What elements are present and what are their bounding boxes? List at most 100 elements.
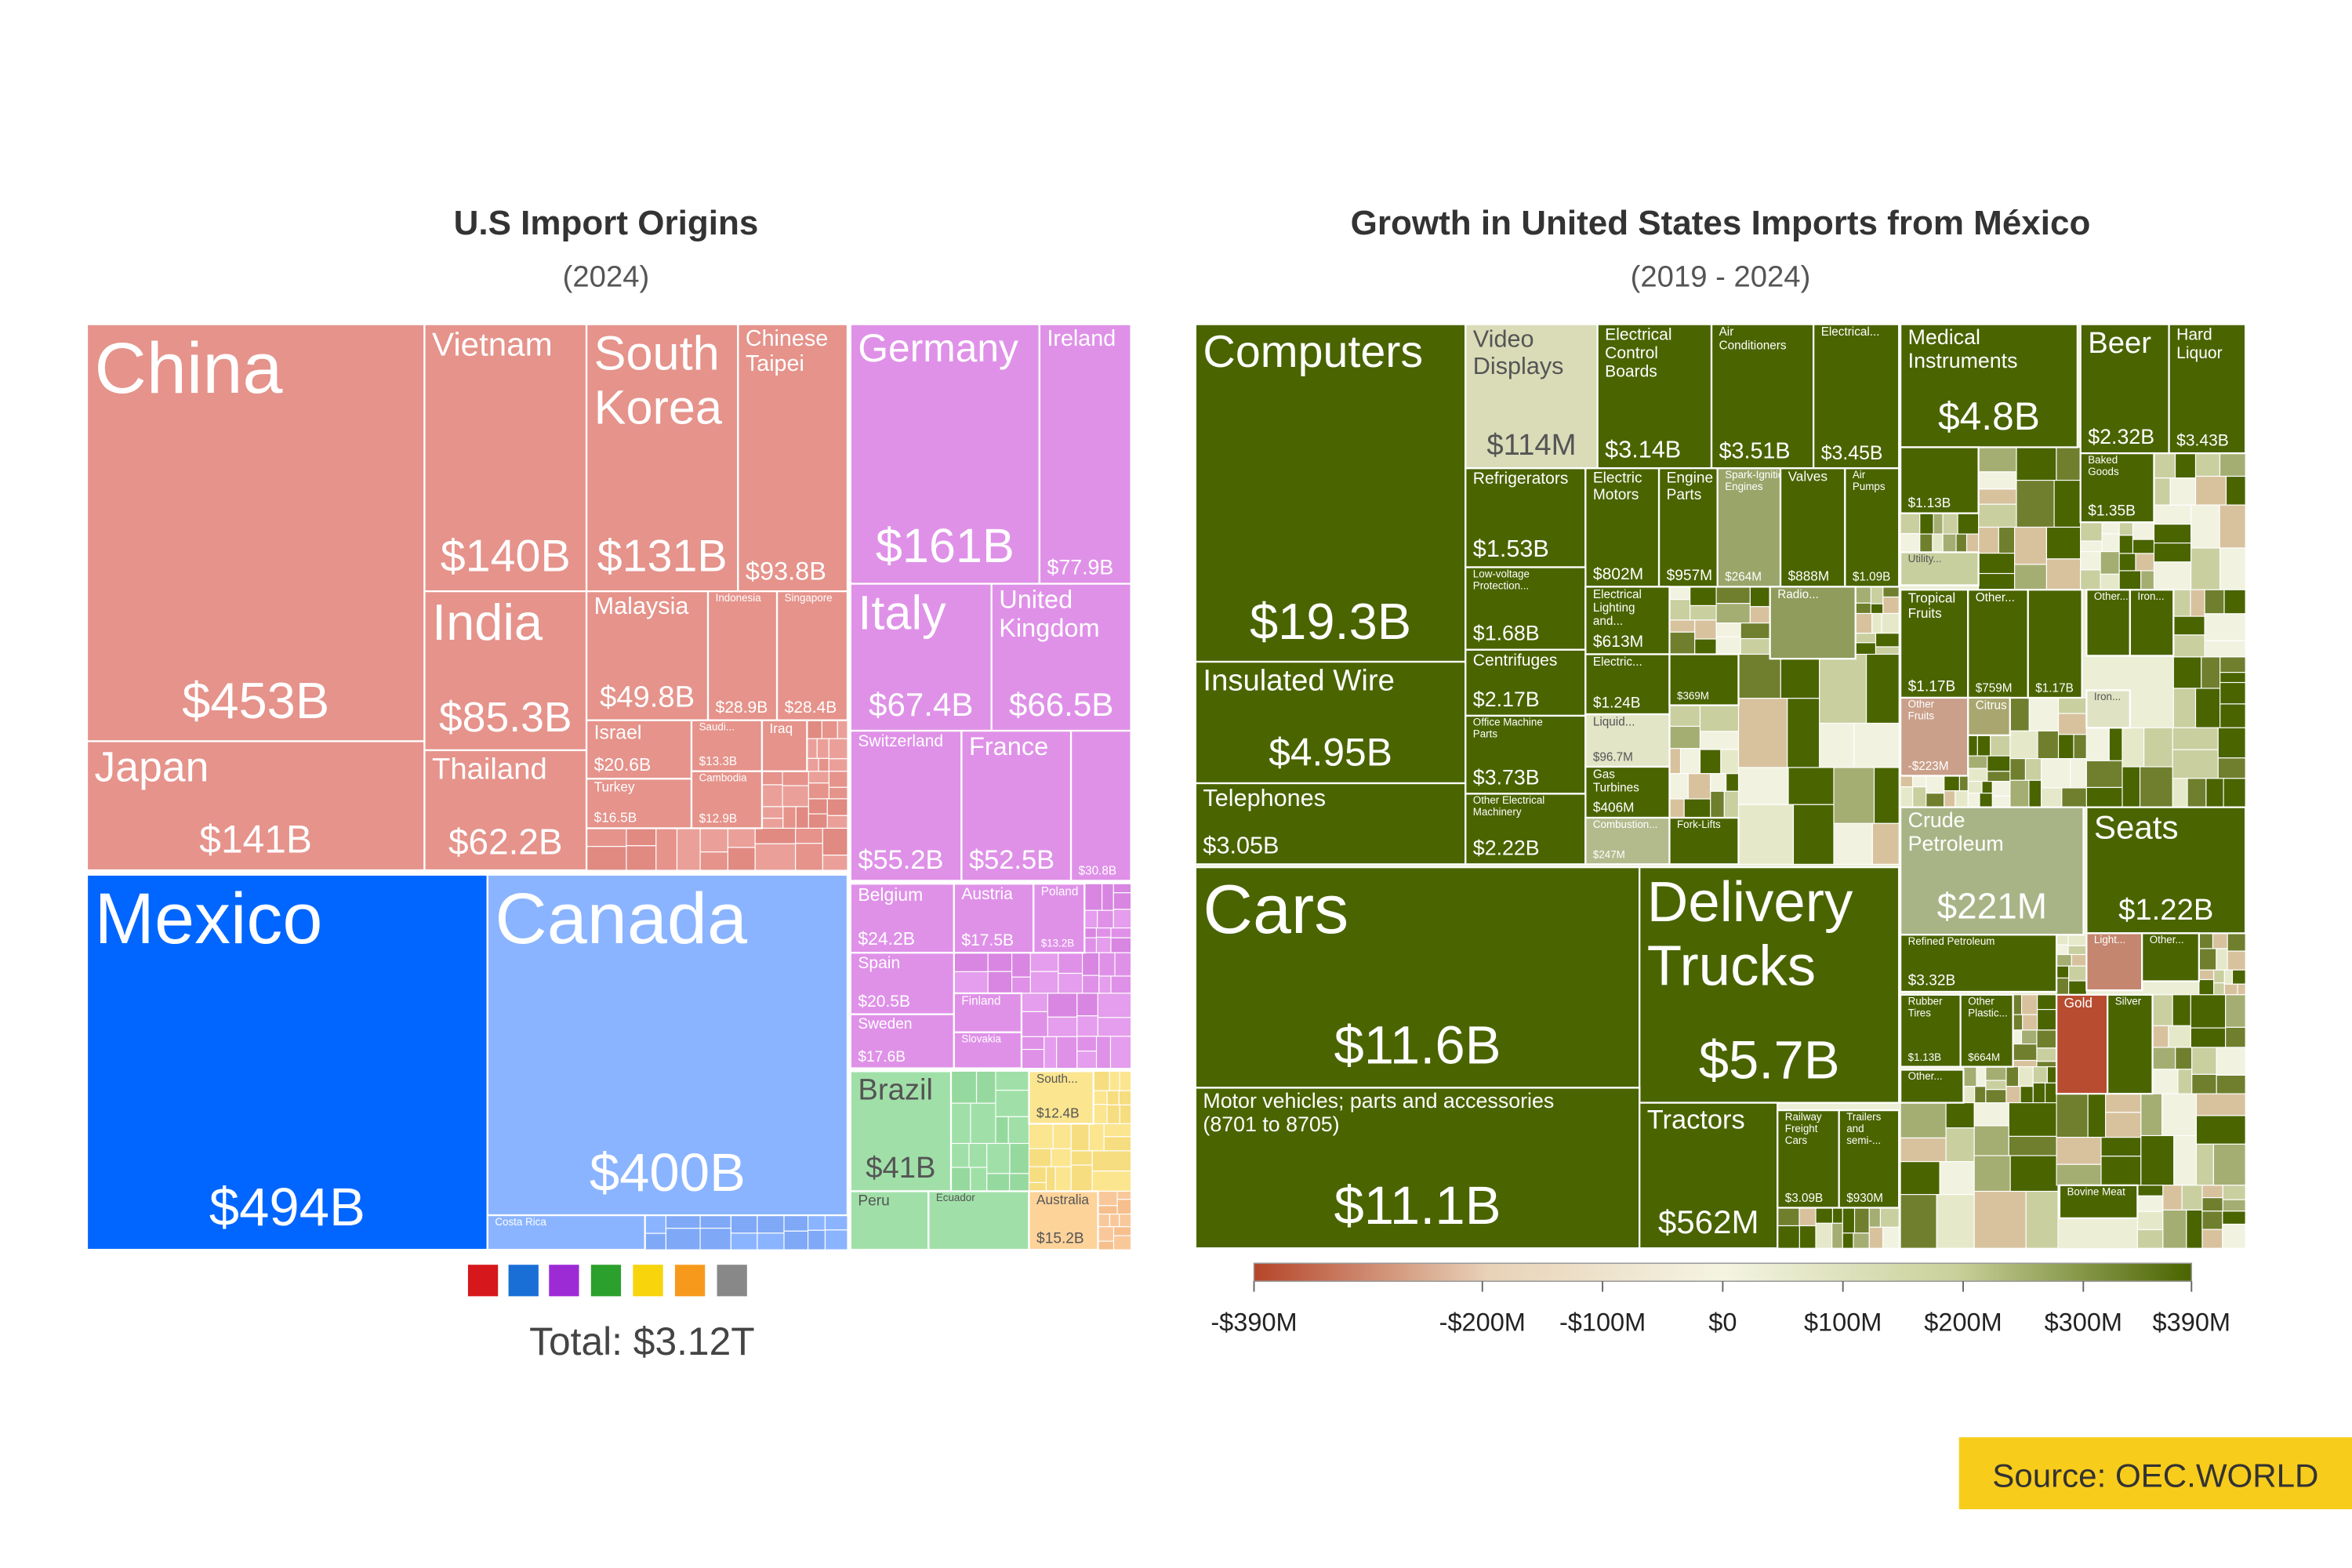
small-tile bbox=[1710, 773, 1727, 792]
value-label: $13.3B bbox=[699, 755, 737, 768]
small-tile bbox=[2118, 521, 2134, 536]
right-subtitle: (2019 - 2024) bbox=[1631, 260, 1811, 294]
small-tile bbox=[2223, 983, 2238, 996]
legend-icon[interactable] bbox=[467, 1265, 499, 1297]
tile-label: Spark-Ignition Engines bbox=[1725, 469, 1792, 492]
tile-label: India bbox=[432, 593, 543, 651]
tile-label: Other... bbox=[1976, 591, 2015, 604]
small-tile bbox=[1109, 1213, 1120, 1228]
value-label: $16.5B bbox=[594, 810, 637, 826]
small-tile bbox=[1093, 1090, 1108, 1105]
small-tile bbox=[2073, 734, 2087, 760]
small-tile bbox=[1967, 755, 1988, 769]
small-tile bbox=[1088, 1123, 1105, 1152]
tile-label: Finland bbox=[961, 994, 1000, 1007]
small-tile bbox=[1900, 775, 1914, 788]
value-label: $1.22B bbox=[2118, 893, 2213, 927]
small-tile bbox=[2181, 1185, 2203, 1210]
small-tile bbox=[1900, 532, 1921, 553]
small-tile bbox=[626, 827, 657, 847]
tile-label: Iraq bbox=[770, 720, 793, 736]
small-tile bbox=[1699, 731, 1740, 750]
small-tile bbox=[2070, 758, 2087, 789]
small-tile bbox=[1879, 1207, 1900, 1228]
small-tile bbox=[1866, 653, 1900, 724]
small-tile bbox=[757, 1214, 785, 1234]
small-tile bbox=[1974, 1086, 1987, 1104]
small-tile bbox=[1097, 1226, 1115, 1242]
tick-label: $100M bbox=[1804, 1308, 1882, 1336]
small-tile bbox=[950, 1142, 970, 1168]
legend-icon[interactable] bbox=[549, 1265, 579, 1297]
small-tile bbox=[1103, 1136, 1132, 1152]
small-tile bbox=[2217, 757, 2246, 779]
value-label: $2.32B bbox=[2088, 425, 2154, 448]
tile bbox=[1194, 323, 1467, 663]
small-tile bbox=[1694, 638, 1717, 655]
small-tile bbox=[1029, 971, 1059, 994]
small-tile bbox=[1097, 993, 1132, 1018]
tile bbox=[760, 719, 808, 772]
tile bbox=[1596, 323, 1713, 470]
small-tile bbox=[2024, 758, 2042, 781]
small-tile bbox=[808, 771, 830, 784]
small-tile bbox=[986, 1173, 1011, 1192]
value-label: $221M bbox=[1937, 886, 2047, 927]
tile bbox=[1668, 816, 1740, 866]
tile-label: Saudi... bbox=[699, 720, 735, 732]
small-tile bbox=[2139, 766, 2173, 808]
small-tile bbox=[1912, 775, 1927, 788]
small-tile bbox=[975, 1070, 996, 1104]
legend-icon[interactable] bbox=[717, 1265, 747, 1297]
tile-label: Poland bbox=[1041, 885, 1079, 898]
tile-label: Gold bbox=[2064, 995, 2092, 1011]
small-tile bbox=[1798, 1225, 1817, 1249]
value-label: $400B bbox=[590, 1142, 746, 1203]
legend-icon[interactable] bbox=[508, 1265, 539, 1297]
small-tile bbox=[968, 1142, 988, 1168]
small-tile bbox=[2140, 1093, 2163, 1137]
small-tile bbox=[2071, 953, 2087, 967]
small-tile bbox=[1119, 1104, 1132, 1124]
small-tile bbox=[757, 1232, 785, 1250]
tile-label: Other Electrical Machinery bbox=[1473, 794, 1548, 818]
legend-icon[interactable] bbox=[633, 1265, 663, 1297]
value-label: $28.9B bbox=[716, 699, 768, 717]
small-tile bbox=[1083, 883, 1103, 911]
value-label: $3.51B bbox=[1719, 438, 1791, 463]
legend-icon[interactable] bbox=[590, 1265, 622, 1297]
small-tile bbox=[1978, 488, 2017, 505]
small-tile bbox=[2153, 452, 2176, 479]
small-tile bbox=[1936, 1194, 1975, 1249]
small-tile bbox=[2032, 1082, 2046, 1104]
small-tile bbox=[1076, 1051, 1098, 1069]
tile-label: Liquid... bbox=[1593, 716, 1635, 729]
small-tile bbox=[2044, 1082, 2057, 1104]
small-tile bbox=[950, 1167, 971, 1192]
small-tile bbox=[816, 738, 829, 759]
legend-icon[interactable] bbox=[674, 1265, 706, 1297]
tile-label: Australia bbox=[1036, 1192, 1089, 1207]
small-tile bbox=[2028, 697, 2060, 731]
value-label: $4.8B bbox=[1938, 394, 2040, 438]
small-tile bbox=[1900, 1102, 1947, 1139]
value-label: $17.6B bbox=[858, 1049, 906, 1065]
tile bbox=[1465, 323, 1599, 470]
small-tile bbox=[2223, 778, 2246, 808]
small-tile bbox=[586, 827, 627, 848]
small-tile bbox=[1112, 909, 1132, 929]
small-tile bbox=[826, 815, 848, 829]
small-tile bbox=[2153, 543, 2192, 563]
small-tile bbox=[1985, 1089, 2007, 1104]
small-tile bbox=[1973, 1190, 2027, 1249]
small-tile bbox=[1926, 793, 1945, 808]
small-tile bbox=[1106, 1104, 1120, 1124]
small-tile bbox=[1912, 786, 1927, 808]
small-tile bbox=[1919, 513, 1934, 535]
tile bbox=[423, 590, 588, 752]
small-tile bbox=[1882, 596, 1900, 615]
small-tile bbox=[2216, 1047, 2246, 1076]
small-tile bbox=[1028, 1166, 1047, 1183]
tile-label: France bbox=[969, 732, 1048, 760]
small-tile bbox=[1926, 775, 1945, 794]
